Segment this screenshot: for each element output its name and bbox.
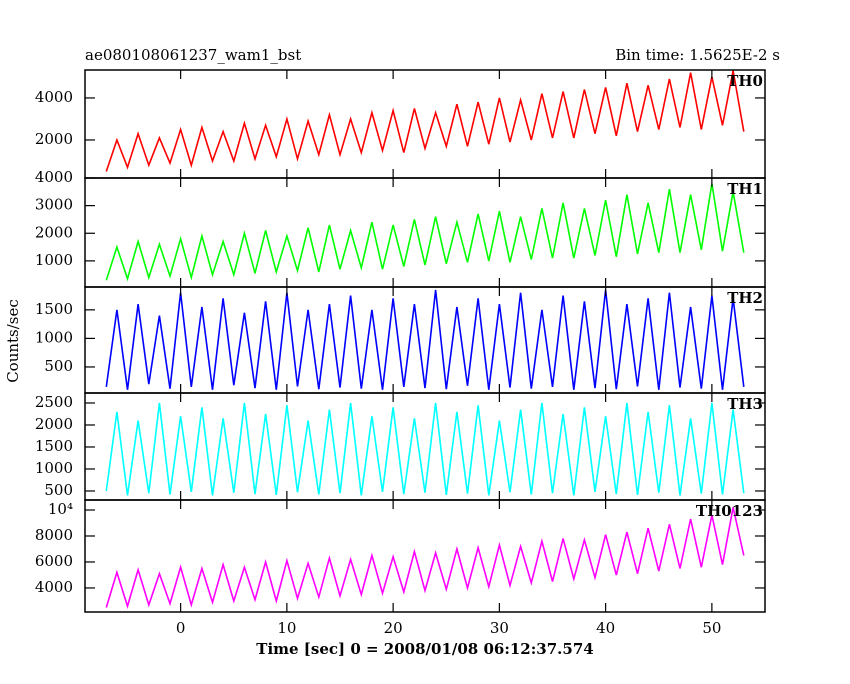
y-tick-label: 1000 [35,459,73,477]
y-tick-label: 1500 [35,300,73,318]
y-axis-label: Counts/sec [4,299,22,383]
x-tick-label: 20 [384,619,403,637]
y-tick-label: 4000 [35,578,73,596]
series-label: TH1 [727,180,763,198]
series-label: TH3 [727,395,763,413]
y-tick-label: 2000 [35,223,73,241]
panel-frame [84,499,766,613]
series-line [105,183,745,282]
x-tick-label: 30 [490,619,509,637]
series-label: TH0123 [696,502,763,520]
panel-frame [84,286,766,394]
series-label: TH2 [727,289,763,307]
x-tick-label: 40 [596,619,615,637]
panel-frame [84,177,766,288]
series-label: TH0 [727,72,763,90]
panel-frame [84,69,766,179]
y-tick-label: 500 [44,357,73,375]
chart-title: ae080108061237_wam1_bst [85,46,301,64]
y-tick-label: 1000 [35,251,73,269]
x-tick-label: 10 [277,619,296,637]
y-tick-label: 1500 [35,437,73,455]
y-tick-label: 500 [44,481,73,499]
x-axis-label: Time [sec] 0 = 2008/01/08 06:12:37.574 [256,640,593,658]
y-tick-label: 1000 [35,328,73,346]
y-tick-label: 2000 [35,415,73,433]
chart-subtitle: Bin time: 1.5625E-2 s [615,46,780,64]
panel-frame [84,392,766,501]
y-tick-label: 4000 [35,88,73,106]
y-tick-label: 2500 [35,393,73,411]
x-tick-label: 50 [702,619,721,637]
y-tick-label: 3000 [35,196,73,214]
series-line [105,507,745,609]
y-tick-label: 4000 [35,168,73,186]
x-tick-label: 0 [176,619,186,637]
y-tick-label: 10⁴ [48,500,73,518]
y-tick-label: 6000 [35,552,73,570]
series-line [105,402,745,496]
series-line [105,70,745,172]
y-tick-label: 2000 [35,130,73,148]
y-tick-label: 8000 [35,526,73,544]
series-line [105,289,745,390]
